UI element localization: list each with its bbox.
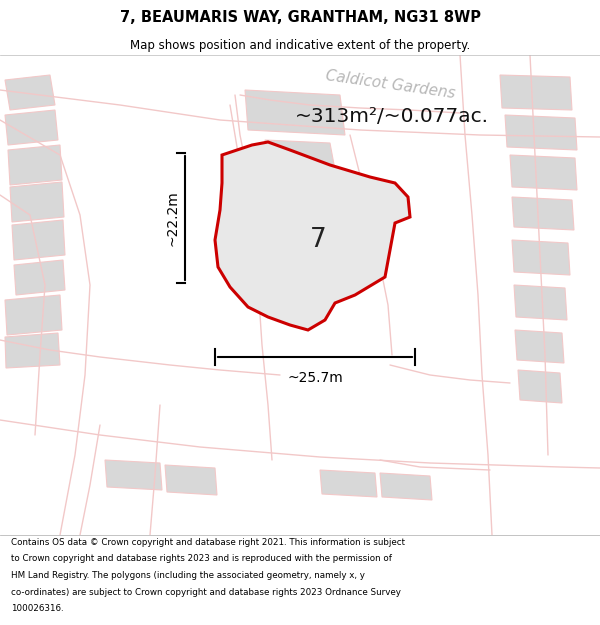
- Polygon shape: [518, 370, 562, 403]
- Text: Contains OS data © Crown copyright and database right 2021. This information is : Contains OS data © Crown copyright and d…: [11, 538, 405, 547]
- Polygon shape: [514, 285, 567, 320]
- Polygon shape: [8, 145, 62, 185]
- Text: HM Land Registry. The polygons (including the associated geometry, namely x, y: HM Land Registry. The polygons (includin…: [11, 571, 365, 580]
- Polygon shape: [320, 470, 377, 497]
- Text: co-ordinates) are subject to Crown copyright and database rights 2023 Ordnance S: co-ordinates) are subject to Crown copyr…: [11, 588, 401, 597]
- Polygon shape: [12, 220, 65, 260]
- Polygon shape: [14, 260, 65, 295]
- Polygon shape: [215, 142, 410, 330]
- Text: 7: 7: [310, 227, 326, 253]
- Polygon shape: [505, 115, 577, 150]
- Polygon shape: [165, 465, 217, 495]
- Text: Map shows position and indicative extent of the property.: Map shows position and indicative extent…: [130, 39, 470, 51]
- Polygon shape: [500, 75, 572, 110]
- Polygon shape: [5, 333, 60, 368]
- Polygon shape: [510, 155, 577, 190]
- Polygon shape: [10, 182, 64, 222]
- Polygon shape: [512, 197, 574, 230]
- Polygon shape: [5, 110, 58, 145]
- Text: to Crown copyright and database rights 2023 and is reproduced with the permissio: to Crown copyright and database rights 2…: [11, 554, 392, 563]
- Text: ~313m²/~0.077ac.: ~313m²/~0.077ac.: [295, 107, 489, 126]
- Text: ~22.2m: ~22.2m: [166, 190, 180, 246]
- Polygon shape: [5, 295, 62, 335]
- Text: ~25.7m: ~25.7m: [287, 371, 343, 385]
- Polygon shape: [245, 90, 345, 135]
- Polygon shape: [380, 473, 432, 500]
- Polygon shape: [512, 240, 570, 275]
- Polygon shape: [5, 75, 55, 110]
- Polygon shape: [515, 330, 564, 363]
- Text: 7, BEAUMARIS WAY, GRANTHAM, NG31 8WP: 7, BEAUMARIS WAY, GRANTHAM, NG31 8WP: [119, 10, 481, 25]
- Polygon shape: [265, 140, 335, 170]
- Polygon shape: [105, 460, 162, 490]
- Text: 100026316.: 100026316.: [11, 604, 64, 613]
- Text: Caldicot Gardens: Caldicot Gardens: [324, 69, 456, 101]
